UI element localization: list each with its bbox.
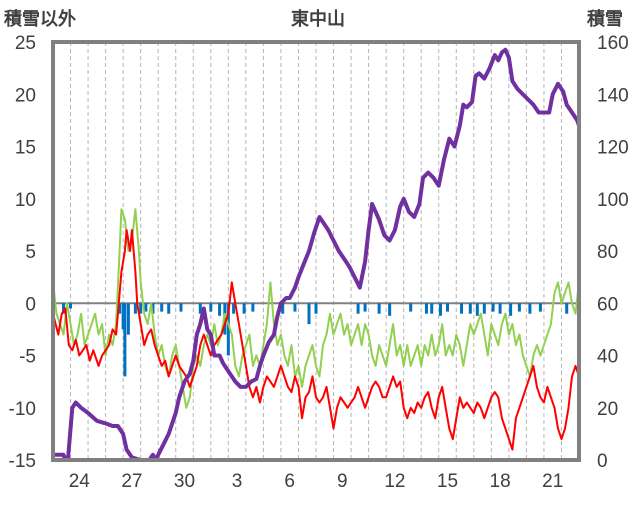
precipitation-bar <box>438 303 442 316</box>
precipitation-bar <box>69 303 73 309</box>
series-temperature <box>52 229 580 451</box>
precipitation-bar <box>242 303 246 314</box>
precipitation-bar <box>468 303 472 314</box>
left-y-tick-label: -15 <box>9 451 36 472</box>
right-y-tick-label: 40 <box>597 347 618 368</box>
left-y-tick-label: -5 <box>19 347 36 368</box>
x-tick-label: 30 <box>174 471 195 492</box>
plot-frame <box>51 40 581 462</box>
x-tick-label: 27 <box>121 471 142 492</box>
precipitation-bar <box>251 303 255 312</box>
precipitation-bar <box>293 303 297 312</box>
precipitation-bar <box>491 303 495 312</box>
precipitation-bar <box>198 303 202 314</box>
x-tick-label: 24 <box>69 471 91 492</box>
x-tick-label: 6 <box>284 471 295 492</box>
precipitation-bar <box>307 303 311 325</box>
precipitation-bar <box>160 303 164 312</box>
series-wind <box>52 208 580 409</box>
precipitation-bar <box>565 303 569 314</box>
precipitation-bar <box>475 303 479 316</box>
precipitation-bar <box>460 303 464 314</box>
precipitation-bar <box>209 303 213 312</box>
precipitation-bar <box>139 303 143 314</box>
left-y-tick-label: -10 <box>9 399 36 420</box>
precipitation-bar <box>446 303 449 312</box>
left-y-tick-label: 15 <box>15 138 36 159</box>
left-axis-label: 積雪以外 <box>3 8 76 29</box>
precipitation-bar <box>430 303 434 314</box>
precipitation-bar <box>232 303 236 314</box>
right-y-tick-label: 120 <box>597 138 629 159</box>
precipitation-bar <box>179 303 183 312</box>
precipitation-bar <box>62 303 66 314</box>
left-y-tick-label: 20 <box>15 85 36 106</box>
x-tick-label: 15 <box>437 471 458 492</box>
precipitation-bar <box>133 303 137 314</box>
precipitation-bar <box>528 303 532 314</box>
x-tick-label: 12 <box>384 471 405 492</box>
x-tick-label: 9 <box>337 471 348 492</box>
right-y-tick-label: 80 <box>597 242 618 263</box>
series-snow-depth <box>53 47 581 462</box>
precipitation-bar <box>281 303 285 314</box>
precipitation-bar <box>126 303 130 335</box>
precipitation-bar <box>118 303 122 314</box>
series-precipitation <box>62 303 581 377</box>
right-y-tick-label: 160 <box>597 33 629 54</box>
precipitation-bar <box>424 303 428 314</box>
left-y-tick-label: 25 <box>15 33 36 54</box>
precipitation-bar <box>123 303 127 377</box>
plot-area <box>53 42 579 460</box>
left-y-tick-label: 0 <box>25 294 36 315</box>
precipitation-bar <box>167 303 171 314</box>
precipitation-bar <box>377 303 381 314</box>
precipitation-bar <box>409 303 413 312</box>
axis-labels: 25 20 15 10 5 0 -5 -10 -15 160 140 120 100 80 60 40 20 0 2… <box>9 33 629 492</box>
precipitation-bar <box>218 303 222 316</box>
left-y-tick-label: 5 <box>25 242 36 263</box>
x-tick-label: 18 <box>490 471 511 492</box>
left-y-tick-label: 10 <box>15 190 36 211</box>
precipitation-bar <box>517 303 521 312</box>
x-tick-label: 3 <box>232 471 243 492</box>
series-layer <box>52 47 581 462</box>
right-y-tick-label: 100 <box>597 190 629 211</box>
precipitation-bar <box>498 303 502 314</box>
right-y-tick-label: 140 <box>597 85 629 106</box>
right-axis-label: 積雪 <box>586 8 623 29</box>
precipitation-bar <box>356 303 360 314</box>
precipitation-bar <box>363 303 367 312</box>
precipitation-bar <box>226 303 230 356</box>
right-y-tick-label: 20 <box>597 399 618 420</box>
precipitation-bar <box>388 303 392 316</box>
precipitation-bar <box>144 303 148 312</box>
chart-title: 東中山 <box>291 8 345 29</box>
precipitation-bar <box>482 303 486 314</box>
right-y-tick-label: 60 <box>597 294 618 315</box>
precipitation-bar <box>538 303 542 312</box>
right-y-tick-label: 0 <box>597 451 608 472</box>
precipitation-bar <box>151 303 155 314</box>
precipitation-bar <box>509 303 513 316</box>
x-tick-label: 21 <box>542 471 563 492</box>
precipitation-bar <box>121 303 125 330</box>
precipitation-bar <box>314 303 318 314</box>
